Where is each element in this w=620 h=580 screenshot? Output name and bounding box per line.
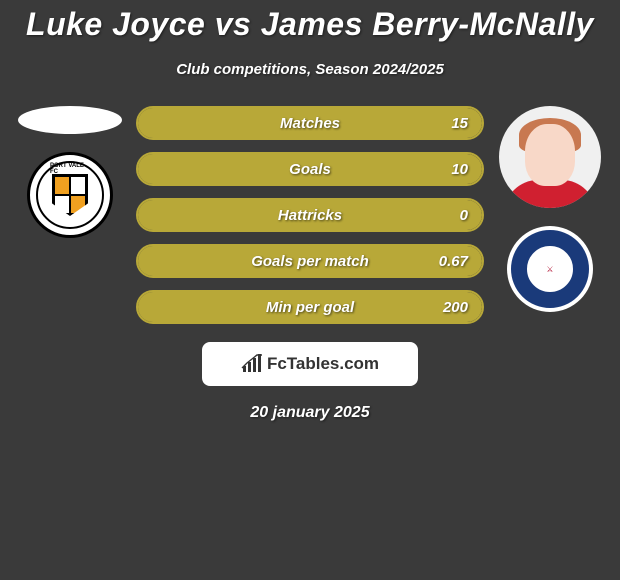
stat-value: 0 (460, 207, 468, 224)
site-logo-text: FcTables.com (267, 354, 379, 374)
stat-label: Matches (280, 115, 340, 132)
stat-bar-mpg: Min per goal 200 (136, 290, 484, 324)
left-player-avatar (18, 106, 122, 134)
subtitle: Club competitions, Season 2024/2025 (0, 61, 620, 78)
right-player-avatar (499, 106, 601, 208)
stat-bar-goals: Goals 10 (136, 152, 484, 186)
left-player-column: PORT VALE FC (10, 106, 130, 238)
chart-icon (241, 354, 263, 374)
date-text: 20 january 2025 (0, 404, 620, 422)
stat-label: Hattricks (278, 207, 342, 224)
stat-label: Min per goal (266, 299, 354, 316)
stat-label: Goals per match (251, 253, 369, 270)
stat-value: 15 (451, 115, 468, 132)
stat-value: 0.67 (439, 253, 468, 270)
stat-value: 200 (443, 299, 468, 316)
stat-bar-hattricks: Hattricks 0 (136, 198, 484, 232)
page-title: Luke Joyce vs James Berry-McNally (0, 0, 620, 43)
stat-bar-gpm: Goals per match 0.67 (136, 244, 484, 278)
right-player-column: ⚔ (490, 106, 610, 312)
site-logo: FcTables.com (202, 342, 418, 386)
stat-bar-matches: Matches 15 (136, 106, 484, 140)
stat-label: Goals (289, 161, 331, 178)
stat-value: 10 (451, 161, 468, 178)
badge-text-top: PORT VALE FC (50, 163, 90, 175)
comparison-infographic: Luke Joyce vs James Berry-McNally Club c… (0, 0, 620, 422)
crest-icon: ⚔ (530, 249, 570, 289)
right-club-badge: ⚔ (507, 226, 593, 312)
main-row: PORT VALE FC Matches 15 Goals 10 Hattric… (0, 106, 620, 324)
stats-column: Matches 15 Goals 10 Hattricks 0 Goals pe… (130, 106, 490, 324)
left-club-badge: PORT VALE FC (27, 152, 113, 238)
